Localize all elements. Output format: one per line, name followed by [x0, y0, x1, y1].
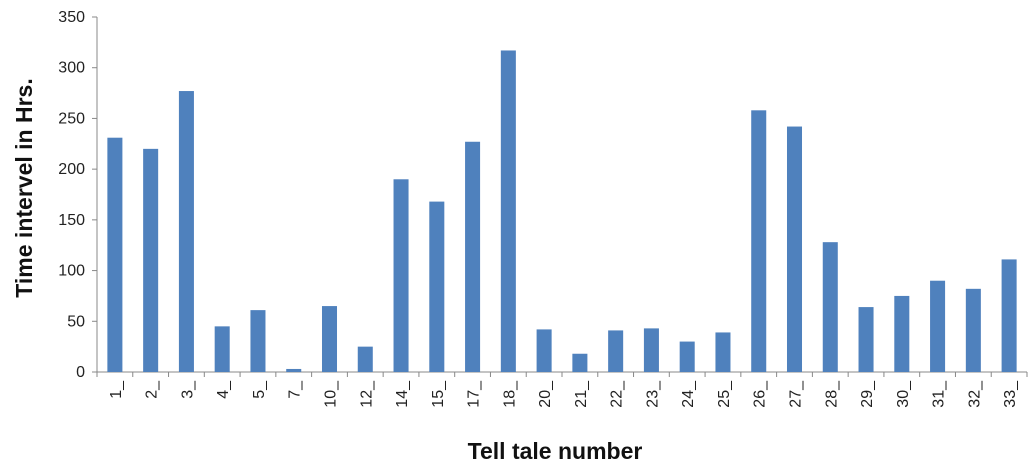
- x-axis-title: Tell tale number: [468, 438, 643, 464]
- x-tick-label: 27_: [788, 380, 805, 408]
- x-tick-label: 10_: [323, 380, 340, 408]
- x-tick-label: 18_: [501, 380, 518, 408]
- x-tick-label: 4_: [215, 380, 232, 399]
- x-tick-label: 1_: [108, 380, 125, 399]
- x-tick-label: 22_: [609, 380, 626, 408]
- bar-4: [214, 326, 230, 372]
- bar-3: [178, 91, 194, 373]
- y-tick-label: 200: [58, 161, 85, 178]
- x-tick-label: 28_: [823, 380, 840, 408]
- y-tick-label: 300: [58, 60, 85, 77]
- bar-31: [930, 280, 946, 372]
- bar-23: [643, 328, 659, 372]
- bar-7: [286, 368, 302, 372]
- x-tick-label: 2_: [144, 380, 161, 399]
- y-axis-title: Time intervel in Hrs.: [11, 78, 37, 297]
- x-tick-label: 5_: [251, 380, 268, 399]
- bar-28: [822, 242, 838, 372]
- bar-14: [393, 179, 409, 372]
- x-tick-label: 17_: [466, 380, 483, 408]
- bar-17: [465, 141, 481, 372]
- bar-33: [1001, 259, 1017, 372]
- x-tick-label: 7_: [287, 380, 304, 399]
- bar-1: [107, 137, 123, 372]
- bar-27: [786, 126, 803, 373]
- x-tick-label: 25_: [716, 380, 733, 408]
- x-axis: 1_ 2_ 3_ 4_ 5_ 7_ 10_ 12_ 14_ 15_ 17_ 18_ 20_ 21_ 22_ 2…: [96, 371, 1028, 408]
- y-tick-label: 0: [76, 364, 85, 381]
- y-tick-label: 250: [58, 110, 85, 127]
- x-tick-label: 31_: [931, 380, 948, 408]
- x-tick-label: 24_: [680, 380, 697, 408]
- x-tick-label: 33_: [1002, 380, 1019, 408]
- y-axis: 0 50 100 150 200 250 300 350: [58, 9, 98, 381]
- x-tick-label: 29_: [859, 380, 876, 408]
- bar-15: [429, 201, 445, 372]
- x-tick-label: 32_: [966, 380, 983, 408]
- bar-12: [357, 346, 373, 372]
- x-tick-label: 12_: [358, 380, 375, 408]
- x-tick-label: 21_: [573, 380, 590, 408]
- x-tick-label: 14_: [394, 380, 411, 408]
- bar-20: [536, 329, 552, 372]
- bar-32: [965, 288, 981, 372]
- bar-29: [858, 307, 874, 372]
- bar-26: [751, 110, 767, 373]
- bar-22: [608, 330, 624, 372]
- bar-30: [894, 295, 910, 372]
- bar-21: [572, 353, 588, 372]
- x-tick-label: 30_: [895, 380, 912, 408]
- x-tick-label: 26_: [752, 380, 769, 408]
- x-tick-label: 23_: [644, 380, 661, 408]
- x-tick-label: 15_: [430, 380, 447, 408]
- y-tick-label: 350: [58, 9, 85, 26]
- y-tick-label: 50: [67, 313, 85, 330]
- y-tick-label: 150: [58, 212, 85, 229]
- bar-2: [143, 148, 159, 372]
- bars: [107, 50, 1017, 373]
- bar-24: [679, 341, 695, 372]
- bar-5: [250, 310, 266, 372]
- bar-18: [500, 50, 516, 372]
- bar-25: [715, 332, 731, 372]
- bar-10: [321, 306, 338, 372]
- y-tick-label: 100: [58, 263, 85, 280]
- x-tick-label: 20_: [537, 380, 554, 408]
- x-tick-label: 3_: [179, 380, 196, 399]
